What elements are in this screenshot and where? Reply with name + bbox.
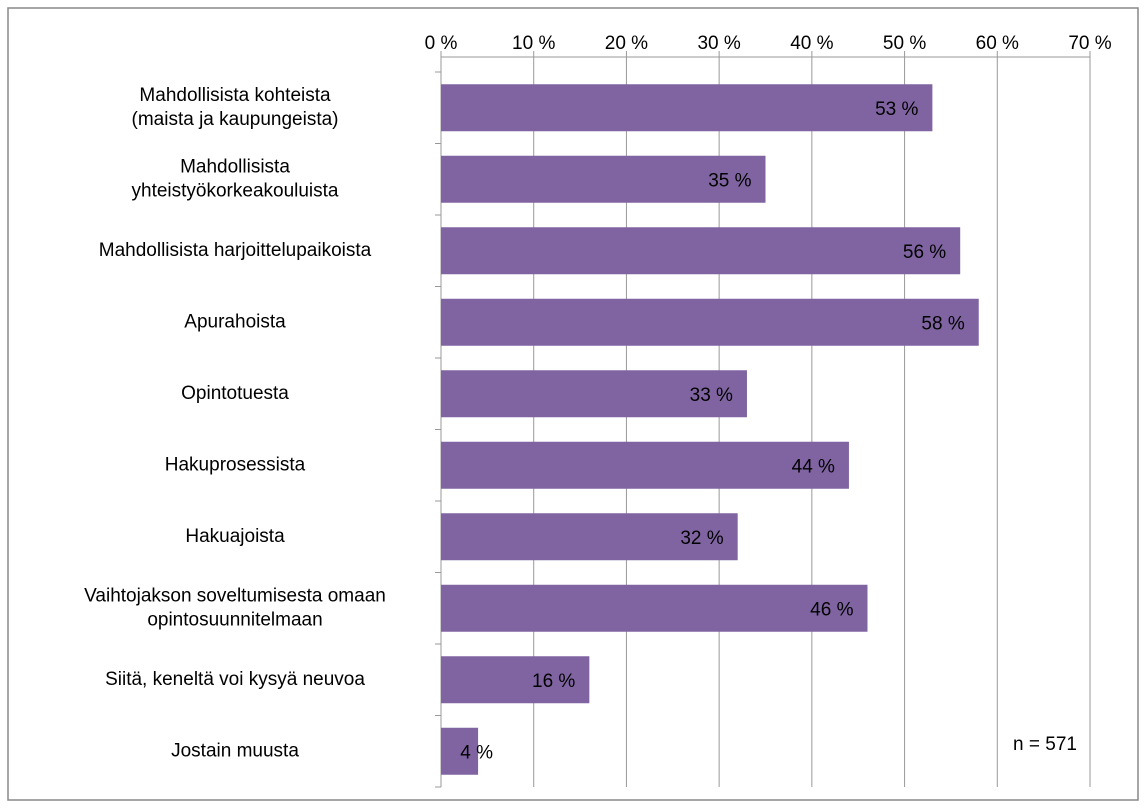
x-tick-label: 30 % <box>697 33 740 54</box>
data-label: 53 % <box>875 99 918 120</box>
bar <box>441 227 961 275</box>
data-label: 44 % <box>792 456 835 477</box>
bar <box>441 656 590 704</box>
y-tick-label: Opintotuesta <box>181 383 289 404</box>
bar <box>441 584 868 632</box>
x-tick-label: 70 % <box>1068 33 1111 54</box>
data-label: 32 % <box>680 528 723 549</box>
y-tick-label: Jostain muusta <box>171 740 299 761</box>
bar <box>441 513 738 561</box>
data-label: 56 % <box>903 242 946 263</box>
y-tick-label: Hakuprosessista <box>165 454 306 475</box>
y-tick-label: Hakuajoista <box>185 526 285 547</box>
data-label: 33 % <box>690 385 733 406</box>
bar <box>441 298 979 346</box>
y-tick-label: Siitä, keneltä voi kysyä neuvoa <box>105 669 365 690</box>
x-tick-label: 50 % <box>883 33 926 54</box>
bar <box>441 84 933 132</box>
y-tick-label: Mahdollisista harjoittelupaikoista <box>99 240 372 261</box>
x-tick-label: 0 % <box>425 33 458 54</box>
annotation: n = 571 <box>1013 734 1077 755</box>
x-tick-label: 20 % <box>605 33 648 54</box>
x-tick-label: 60 % <box>976 33 1019 54</box>
data-label: 16 % <box>532 671 575 692</box>
y-tick-label: Mahdollisista yhteistyökorkeakouluista <box>132 156 339 201</box>
bar <box>441 441 849 489</box>
y-tick-label: Mahdollisista kohteista (maista ja kaupun… <box>132 85 339 130</box>
y-tick-label: Vaihtojakson soveltumisesta omaan opintos… <box>84 585 386 630</box>
data-label: 4 % <box>460 742 493 763</box>
bar <box>441 727 479 775</box>
bar <box>441 370 747 418</box>
data-label: 46 % <box>810 599 853 620</box>
data-label: 58 % <box>921 313 964 334</box>
x-tick-label: 10 % <box>512 33 555 54</box>
data-label: 35 % <box>708 170 751 191</box>
x-tick-label: 40 % <box>790 33 833 54</box>
bar <box>441 155 766 203</box>
y-tick-label: Apurahoista <box>184 311 286 332</box>
